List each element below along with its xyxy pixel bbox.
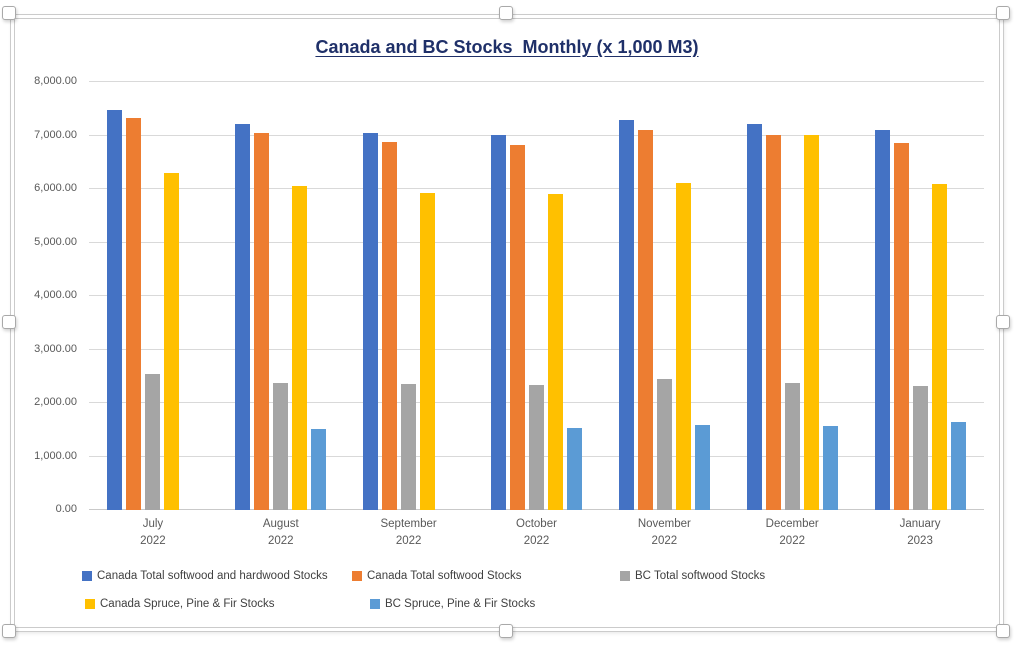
y-axis-tick-label: 5,000.00 <box>34 235 77 248</box>
bar-group-6 <box>728 82 856 510</box>
resize-handle-bottom-right[interactable] <box>996 624 1010 638</box>
bar-s1-c7[interactable] <box>874 130 890 510</box>
bar-group-2 <box>217 82 345 510</box>
resize-handle-middle-right[interactable] <box>996 315 1010 329</box>
y-axis-tick-label: 6,000.00 <box>34 182 77 194</box>
gridline <box>89 188 984 189</box>
legend-item[interactable]: Canada Spruce, Pine & Fir Stocks <box>85 598 275 610</box>
gridline <box>89 134 984 136</box>
bar-group-1 <box>89 82 217 510</box>
bar-s5-c5[interactable] <box>694 425 710 510</box>
bar-s3-c5[interactable] <box>656 379 672 510</box>
bar-s1-c5[interactable] <box>618 120 634 510</box>
x-axis-category-label: July 2022 <box>140 518 166 547</box>
bar-s2-c7[interactable] <box>893 143 909 510</box>
legend-swatch <box>370 599 380 609</box>
bar-s4-c6[interactable] <box>803 135 819 510</box>
bar-s3-c6[interactable] <box>784 383 800 510</box>
legend-label: BC Spruce, Pine & Fir Stocks <box>385 598 536 610</box>
gridline <box>89 81 984 82</box>
y-axis-tick-label: 4,000.00 <box>34 289 77 301</box>
bar-s3-c7[interactable] <box>912 386 928 510</box>
legend-label: Canada Spruce, Pine & Fir Stocks <box>100 598 275 610</box>
x-axis: July 2022 August 2022 September 2022 Octobe… <box>89 516 984 556</box>
bar-s1-c2[interactable] <box>235 124 251 510</box>
bar-s4-c4[interactable] <box>547 194 563 510</box>
y-axis-tick-label: 1,000.00 <box>34 449 77 462</box>
legend-swatch <box>620 571 630 581</box>
x-axis-category-label: August 2022 <box>262 518 299 547</box>
resize-handle-top-left[interactable] <box>2 6 16 20</box>
bar-s5-c7[interactable] <box>950 422 966 510</box>
legend-swatch <box>85 599 95 609</box>
y-axis-tick-label: 3,000.00 <box>34 342 77 355</box>
bar-s1-c1[interactable] <box>107 110 123 510</box>
bar-s4-c3[interactable] <box>420 193 436 510</box>
legend-item[interactable]: BC Spruce, Pine & Fir Stocks <box>370 598 535 610</box>
legend-item[interactable]: BC Total softwood Stocks <box>620 570 765 582</box>
gridline <box>89 295 984 296</box>
y-axis-tick-label: 0.00 <box>55 503 77 515</box>
bar-s4-c7[interactable] <box>931 184 947 510</box>
bar-group-4 <box>473 82 601 510</box>
legend-item[interactable]: Canada Total softwood Stocks <box>352 570 522 582</box>
resize-handle-bottom-left[interactable] <box>2 624 16 638</box>
bar-s2-c4[interactable] <box>509 145 525 510</box>
legend-label: Canada Total softwood and hardwood Stock… <box>97 570 328 582</box>
bar-s1-c3[interactable] <box>363 133 379 510</box>
resize-handle-middle-left[interactable] <box>2 315 16 329</box>
y-axis-tick-label: 8,000.00 <box>34 75 77 87</box>
bar-s2-c6[interactable] <box>765 135 781 510</box>
y-axis-tick-label: 7,000.00 <box>34 128 77 141</box>
resize-handle-top-center[interactable] <box>499 6 513 20</box>
gridline <box>89 241 984 243</box>
resize-handle-bottom-center[interactable] <box>499 624 513 638</box>
bar-s2-c3[interactable] <box>382 142 398 510</box>
bar-group-7 <box>856 82 984 510</box>
bar-s3-c1[interactable] <box>145 374 161 510</box>
bar-s3-c3[interactable] <box>401 384 417 510</box>
x-axis-category-label: September 2022 <box>380 518 437 547</box>
gridline <box>89 348 984 350</box>
bar-s2-c2[interactable] <box>254 133 270 510</box>
bar-group-3 <box>345 82 473 510</box>
legend-swatch <box>82 571 92 581</box>
bar-s3-c4[interactable] <box>528 385 544 510</box>
bar-s4-c1[interactable] <box>164 173 180 510</box>
bar-s5-c6[interactable] <box>822 426 838 510</box>
legend-label: Canada Total softwood Stocks <box>367 570 522 582</box>
bar-s5-c2[interactable] <box>311 429 327 510</box>
bar-s1-c6[interactable] <box>746 124 762 510</box>
legend-item[interactable]: Canada Total softwood and hardwood Stock… <box>82 570 328 582</box>
bar-s2-c5[interactable] <box>637 130 653 510</box>
chart-title[interactable]: Canada and BC Stocks Monthly (x 1,000 M3… <box>315 37 699 57</box>
bar-group-5 <box>600 82 728 510</box>
plot-area <box>89 81 984 510</box>
legend-label: BC Total softwood Stocks <box>635 570 766 582</box>
x-axis-category-label: December 2022 <box>765 518 819 547</box>
bar-s2-c1[interactable] <box>126 118 142 510</box>
resize-handle-top-right[interactable] <box>996 6 1010 20</box>
legend-swatch <box>352 571 362 581</box>
x-axis-category-label: October 2022 <box>516 518 557 547</box>
x-axis-category-label: January 2023 <box>899 518 941 547</box>
bar-s3-c2[interactable] <box>273 383 289 510</box>
x-axis-category-label: November 2022 <box>637 518 691 547</box>
bar-s1-c4[interactable] <box>490 135 506 510</box>
bar-s4-c5[interactable] <box>675 183 691 510</box>
bar-s5-c4[interactable] <box>566 428 582 510</box>
y-axis-tick-label: 2,000.00 <box>34 396 77 408</box>
bar-s4-c2[interactable] <box>292 186 308 510</box>
